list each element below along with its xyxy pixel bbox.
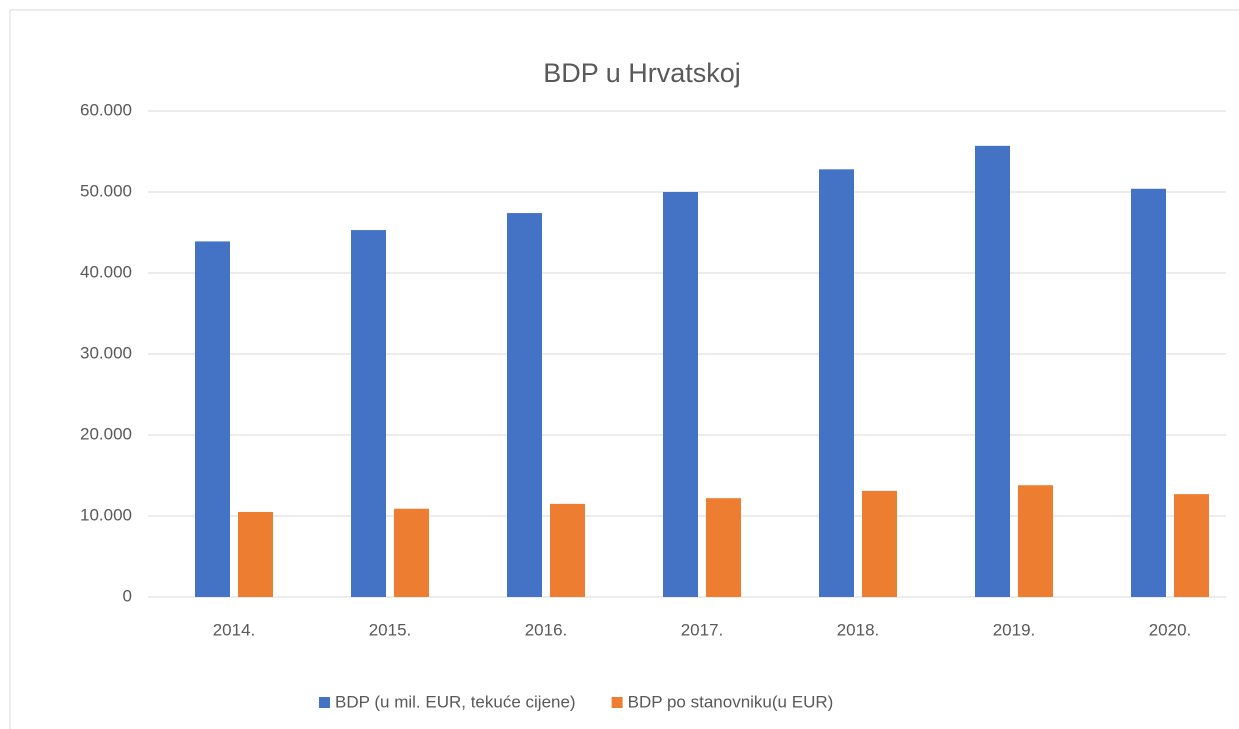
legend-label: BDP po stanovniku(u EUR) xyxy=(628,692,834,711)
y-tick-label: 20.000 xyxy=(80,424,132,443)
y-tick-label: 30.000 xyxy=(80,343,132,362)
bar xyxy=(195,241,230,597)
bar xyxy=(975,145,1010,597)
x-tick-label: 2018. xyxy=(837,620,880,639)
x-tick-label: 2019. xyxy=(993,620,1036,639)
y-tick-label: 50.000 xyxy=(80,181,132,200)
y-tick-label: 0 xyxy=(123,586,132,605)
bar xyxy=(862,490,897,597)
chart-title: BDP u Hrvatskoj xyxy=(543,58,741,88)
bar xyxy=(706,498,741,597)
bar xyxy=(238,511,273,597)
bar xyxy=(394,508,429,597)
bar xyxy=(507,213,542,597)
y-tick-label: 60.000 xyxy=(80,100,132,119)
y-tick-label: 40.000 xyxy=(80,262,132,281)
legend-swatch xyxy=(319,697,330,708)
bar xyxy=(550,503,585,597)
bar xyxy=(1174,494,1209,597)
bar xyxy=(351,230,386,597)
chart-border xyxy=(9,9,1239,729)
bar xyxy=(1131,188,1166,597)
x-tick-label: 2016. xyxy=(525,620,568,639)
y-tick-label: 10.000 xyxy=(80,505,132,524)
x-tick-label: 2020. xyxy=(1149,620,1192,639)
bar xyxy=(1018,485,1053,597)
bar xyxy=(663,192,698,597)
x-tick-label: 2015. xyxy=(369,620,412,639)
bar xyxy=(819,169,854,597)
legend-swatch xyxy=(611,697,623,708)
x-tick-label: 2017. xyxy=(681,620,724,639)
legend-label: BDP (u mil. EUR, tekuće cijene) xyxy=(335,692,576,711)
x-tick-label: 2014. xyxy=(213,620,256,639)
